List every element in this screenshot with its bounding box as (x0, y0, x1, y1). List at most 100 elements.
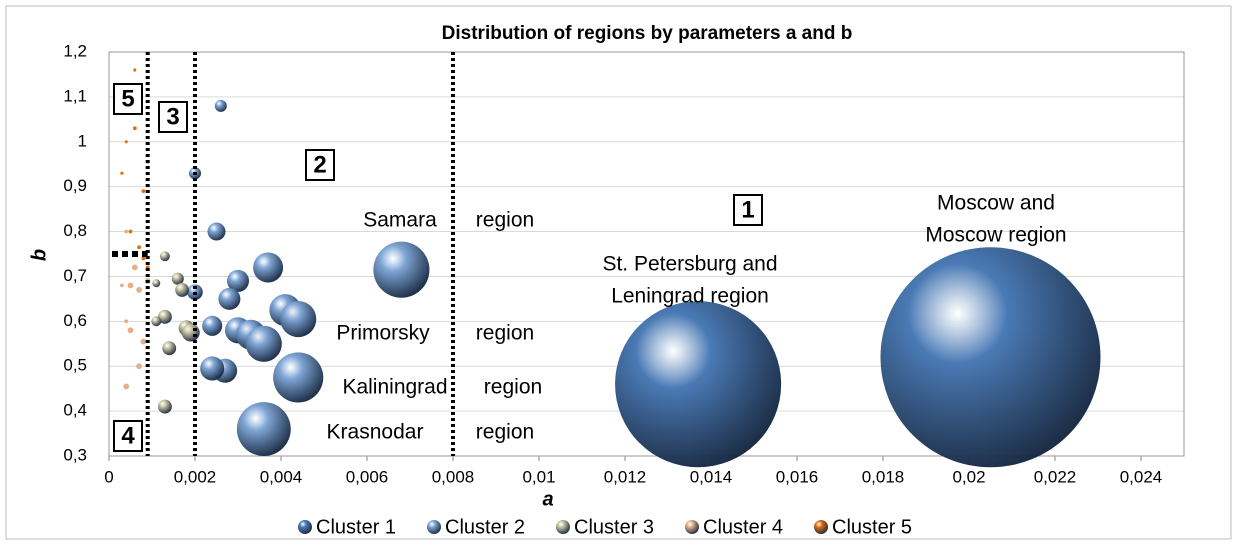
x-tick-label: 0 (104, 467, 113, 486)
zone-box (305, 149, 335, 181)
annotation: St. Petersburg and (602, 253, 777, 276)
bubble (119, 283, 124, 288)
x-tick-label: 0,01 (522, 467, 555, 486)
bubble (151, 316, 162, 327)
bubble (131, 264, 138, 271)
bubble (218, 287, 241, 310)
x-tick-label: 0,022 (1034, 467, 1077, 486)
zone-box (113, 83, 143, 115)
bubble (124, 319, 129, 324)
legend-marker (685, 520, 699, 534)
bubble (136, 363, 143, 370)
legend-marker (814, 520, 828, 534)
bubble (124, 140, 128, 144)
legend-label: Cluster 1 (316, 516, 396, 538)
zone-label: 3 (166, 103, 179, 130)
bubble (157, 309, 172, 324)
x-tick-label: 0,018 (862, 467, 905, 486)
bubble (227, 269, 249, 292)
x-tick-label: 0,008 (432, 467, 475, 486)
legend-label: Cluster 2 (445, 516, 525, 538)
legend-marker (556, 520, 570, 534)
y-axis-label: b (28, 249, 50, 261)
x-tick-label: 0,012 (604, 467, 647, 486)
legend-marker (298, 520, 312, 534)
bubble (157, 399, 172, 414)
bubble (141, 256, 146, 261)
bubble (373, 241, 430, 298)
bubble (137, 245, 142, 250)
bubble (280, 301, 317, 338)
plot-area (108, 51, 1185, 457)
zone-box (733, 194, 763, 226)
bubble (127, 282, 134, 289)
legend-label: Cluster 4 (703, 516, 783, 538)
bubble (133, 68, 137, 72)
annotation: region (476, 421, 534, 444)
bubble (236, 402, 291, 457)
x-axis-label: a (542, 488, 553, 510)
annotation: region (476, 209, 534, 232)
bubble (273, 352, 324, 403)
x-tick-label: 0,002 (174, 467, 217, 486)
x-tick-label: 0,024 (1120, 467, 1163, 486)
legend-label: Cluster 3 (574, 516, 654, 538)
bubble (127, 327, 134, 334)
chart-title: Distribution of regions by parameters a … (442, 23, 853, 44)
bubble (175, 282, 190, 297)
x-tick-label: 0,016 (776, 467, 819, 486)
x-tick-label: 0,006 (346, 467, 389, 486)
y-tick-label: 1,2 (63, 41, 87, 60)
annotation: Moscow and (937, 192, 1055, 215)
zone-box (113, 420, 143, 452)
bubble (162, 341, 177, 356)
bubble (132, 126, 137, 131)
bubble (124, 229, 129, 234)
y-tick-label: 0,5 (63, 356, 87, 375)
zone-label: 2 (313, 151, 326, 178)
annotation: region (484, 376, 542, 399)
legend-label: Cluster 5 (832, 516, 912, 538)
y-tick-label: 0,4 (63, 401, 87, 420)
bubble (200, 356, 225, 381)
bubble (159, 251, 170, 262)
bubble (152, 279, 161, 288)
y-tick-label: 1 (78, 131, 87, 150)
annotation: Krasnodar (327, 421, 424, 444)
y-tick-label: 0,9 (63, 176, 87, 195)
zone-label: 5 (121, 85, 134, 112)
annotation: Kaliningrad (342, 376, 447, 399)
bubble (253, 252, 284, 283)
annotation: Primorsky (336, 322, 430, 345)
zone-label: 4 (121, 422, 135, 449)
annotation: region (476, 322, 534, 345)
bubble (207, 222, 226, 241)
bubble (214, 99, 227, 112)
bubble (140, 338, 147, 345)
y-tick-label: 0,7 (63, 266, 87, 285)
x-tick-label: 0,004 (260, 467, 303, 486)
bubble (171, 272, 184, 285)
bubble (245, 325, 282, 362)
bubble (120, 171, 124, 175)
bubble (128, 229, 133, 234)
bubble (136, 287, 143, 293)
bubble (141, 189, 146, 194)
y-tick-label: 0,6 (63, 311, 87, 330)
y-tick-label: 0,8 (63, 221, 87, 240)
x-tick-label: 0,014 (690, 467, 733, 486)
bubble (615, 301, 782, 468)
bubble (880, 247, 1101, 468)
x-tick-label: 0,02 (952, 467, 985, 486)
bubble (181, 323, 200, 342)
annotation: Samara (363, 209, 437, 232)
bubble (123, 383, 130, 390)
legend-marker (427, 520, 441, 534)
bubble (202, 315, 223, 336)
y-tick-label: 0,3 (63, 445, 87, 464)
annotation: Moscow region (925, 224, 1066, 247)
zone-label: 1 (741, 196, 754, 223)
zone-box (158, 101, 188, 133)
y-tick-label: 1,1 (63, 86, 87, 105)
